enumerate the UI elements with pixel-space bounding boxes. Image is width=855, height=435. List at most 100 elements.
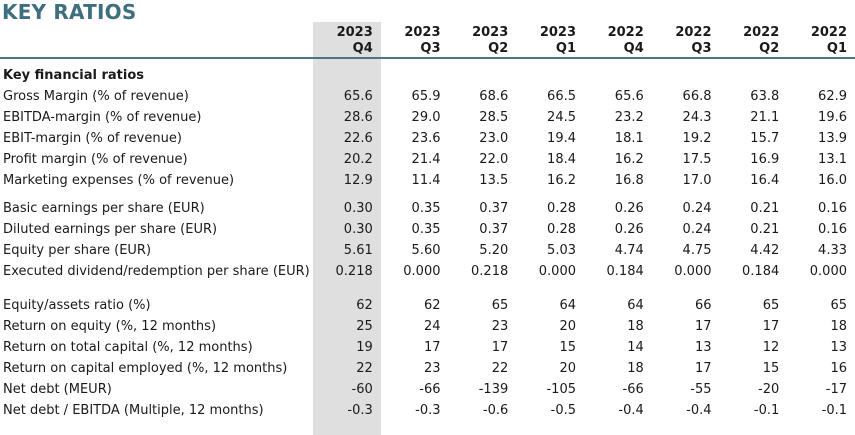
- value-cell: 0.16: [818, 222, 847, 237]
- value-cell: 5.20: [479, 243, 509, 258]
- column-header-2023-q1: 2023 Q1: [516, 25, 584, 57]
- row-label: EBITDA-margin (% of revenue): [3, 110, 202, 125]
- value-cell: 24.5: [547, 110, 576, 125]
- value-cell: 23.0: [479, 131, 509, 146]
- value-cell: 18: [627, 319, 644, 334]
- row-label: Gross Margin (% of revenue): [3, 89, 189, 104]
- value-cell: 16.8: [614, 173, 644, 188]
- column-quarter: Q2: [488, 41, 509, 56]
- value-cell: 5.03: [547, 243, 576, 258]
- row-label: Return on total capital (%, 12 months): [3, 340, 253, 355]
- value-cell: 66.5: [547, 89, 576, 104]
- value-cell: 19.4: [547, 131, 576, 146]
- value-cell: -0.4: [618, 403, 644, 418]
- column-year: 2022: [743, 25, 780, 40]
- row-label: Net debt (MEUR): [3, 382, 112, 397]
- table-row: Net debt (MEUR) -60 -66 -139 -105 -66 -55 -20 -1…: [0, 379, 855, 400]
- column-quarter: Q3: [691, 41, 712, 56]
- column-headers: 2023 Q4 2023 Q3 2023 Q2 2023 Q1 2022 Q4 2022 Q3 2022…: [313, 22, 855, 57]
- value-cell: 22.6: [343, 131, 373, 146]
- column-header-2022-q3: 2022 Q3: [652, 25, 720, 57]
- value-cell: 62.9: [818, 89, 847, 104]
- value-cell: 17: [762, 319, 780, 334]
- value-cell: 4.42: [750, 243, 780, 258]
- table-row: EBITDA-margin (% of revenue) 28.6 29.0 28.5…: [0, 107, 855, 128]
- table-row: Diluted earnings per share (EUR) 0.30 0.35…: [0, 219, 855, 240]
- table-row: Equity per share (EUR) 5.61 5.60 5.20 5.03 4.…: [0, 240, 855, 261]
- value-cell: 13.1: [818, 152, 847, 167]
- value-cell: 12.9: [343, 173, 373, 188]
- value-cell: 23: [423, 361, 441, 376]
- row-label: Equity/assets ratio (%): [3, 298, 151, 313]
- table-row: Return on equity (%, 12 months) 25 24 23 20 1…: [0, 316, 855, 337]
- table-row: Profit margin (% of revenue) 20.2 21.4 22.0…: [0, 149, 855, 170]
- value-cell: 66: [694, 298, 712, 313]
- value-cell: 13: [830, 340, 847, 355]
- value-cell: 22.0: [479, 152, 509, 167]
- value-cell: 0.28: [547, 201, 576, 216]
- table-row: Basic earnings per share (EUR) 0.30 0.35 0.…: [0, 198, 855, 219]
- value-cell: 16.0: [818, 173, 847, 188]
- value-cell: 16.2: [614, 152, 644, 167]
- table-row: Equity/assets ratio (%) 62 62 65 64 64 66 65 65: [0, 295, 855, 316]
- value-cell: -66: [419, 382, 441, 397]
- value-cell: 20.2: [343, 152, 373, 167]
- value-cell: 0.37: [479, 201, 509, 216]
- value-cell: 24: [423, 319, 441, 334]
- highlight-column-band: [313, 22, 381, 435]
- value-cell: 5.60: [411, 243, 441, 258]
- row-label: Executed dividend/redemption per share (…: [3, 264, 310, 279]
- table-body: Key financial ratios Gross Margin (% of r…: [0, 59, 855, 421]
- value-cell: 13.9: [818, 131, 847, 146]
- column-year: 2023: [539, 25, 576, 40]
- table-row: Marketing expenses (% of revenue) 12.9 11.…: [0, 170, 855, 191]
- value-cell: -20: [758, 382, 780, 397]
- value-cell: 16.9: [750, 152, 780, 167]
- row-label: Profit margin (% of revenue): [3, 152, 188, 167]
- value-cell: -66: [622, 382, 644, 397]
- row-label: EBIT-margin (% of revenue): [3, 131, 182, 146]
- column-header-2023-q4: 2023 Q4: [313, 25, 381, 57]
- value-cell: 62: [356, 298, 373, 313]
- value-cell: 22: [491, 361, 509, 376]
- value-cell: 0.000: [538, 264, 576, 279]
- value-cell: 0.26: [614, 201, 644, 216]
- table-row: Key financial ratios: [0, 65, 855, 86]
- value-cell: 15.7: [750, 131, 780, 146]
- column-header-2022-q1: 2022 Q1: [787, 25, 855, 57]
- column-quarter: Q1: [826, 41, 847, 56]
- value-cell: 0.24: [682, 222, 712, 237]
- value-cell: -60: [351, 382, 373, 397]
- value-cell: 17: [694, 319, 712, 334]
- column-quarter: Q4: [623, 41, 644, 56]
- value-cell: 65.9: [411, 89, 441, 104]
- value-cell: 19: [356, 340, 373, 355]
- value-cell: 0.30: [343, 201, 373, 216]
- header-rule: [0, 57, 855, 59]
- value-cell: -55: [690, 382, 712, 397]
- value-cell: 62: [423, 298, 441, 313]
- row-label: Return on equity (%, 12 months): [3, 319, 217, 334]
- value-cell: -139: [478, 382, 509, 397]
- value-cell: 0.21: [750, 201, 780, 216]
- value-cell: 0.24: [682, 201, 712, 216]
- value-cell: 14: [627, 340, 644, 355]
- value-cell: 68.6: [479, 89, 509, 104]
- value-cell: 4.75: [682, 243, 712, 258]
- column-header-2022-q2: 2022 Q2: [720, 25, 788, 57]
- table-row: Net debt / EBITDA (Multiple, 12 months) -…: [0, 400, 855, 421]
- value-cell: 15: [559, 340, 576, 355]
- value-cell: 17: [491, 340, 509, 355]
- value-cell: 65: [491, 298, 509, 313]
- value-cell: 22: [356, 361, 373, 376]
- value-cell: 0.35: [411, 222, 441, 237]
- value-cell: 5.61: [343, 243, 373, 258]
- value-cell: 0.218: [471, 264, 509, 279]
- value-cell: 18.1: [614, 131, 644, 146]
- table-row: Executed dividend/redemption per share (…: [0, 261, 855, 282]
- value-cell: 0.16: [818, 201, 847, 216]
- value-cell: 28.6: [343, 110, 373, 125]
- page-title: KEY RATIOS: [2, 0, 137, 24]
- value-cell: 17: [423, 340, 441, 355]
